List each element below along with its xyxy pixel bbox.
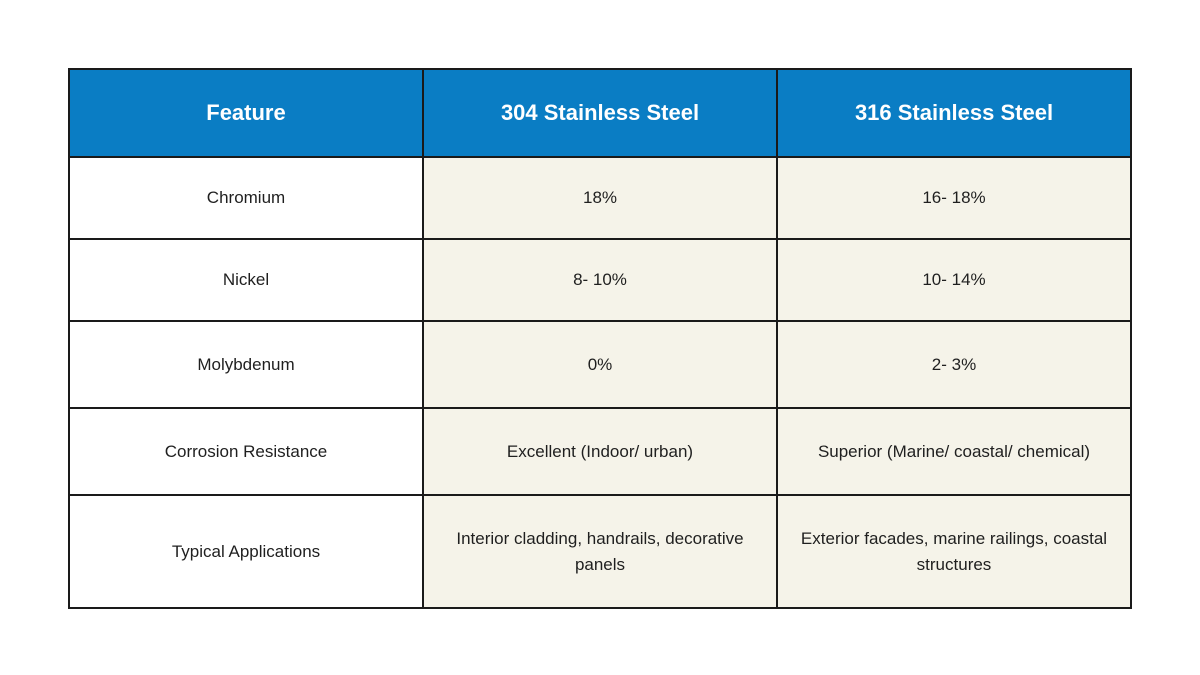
comparison-table: Feature 304 Stainless Steel 316 Stainles… [68,68,1132,609]
feature-cell: Nickel [68,238,424,322]
table-row: Corrosion Resistance Excellent (Indoor/ … [68,407,1132,496]
value-cell-304: Interior cladding, handrails, decorative… [422,494,778,609]
feature-cell: Corrosion Resistance [68,407,424,496]
table-header-row: Feature 304 Stainless Steel 316 Stainles… [68,68,1132,158]
value-cell-304: 0% [422,320,778,409]
value-cell-304: Excellent (Indoor/ urban) [422,407,778,496]
value-cell-316: Superior (Marine/ coastal/ chemical) [776,407,1132,496]
table-row: Molybdenum 0% 2- 3% [68,320,1132,409]
feature-cell: Typical Applications [68,494,424,609]
feature-cell: Molybdenum [68,320,424,409]
value-cell-316: 2- 3% [776,320,1132,409]
header-feature: Feature [68,68,424,158]
value-cell-316: 16- 18% [776,156,1132,240]
value-cell-316: 10- 14% [776,238,1132,322]
feature-cell: Chromium [68,156,424,240]
header-304-stainless-steel: 304 Stainless Steel [422,68,778,158]
header-316-stainless-steel: 316 Stainless Steel [776,68,1132,158]
table-row: Chromium 18% 16- 18% [68,156,1132,240]
value-cell-316: Exterior facades, marine railings, coast… [776,494,1132,609]
table-row: Typical Applications Interior cladding, … [68,494,1132,609]
table-row: Nickel 8- 10% 10- 14% [68,238,1132,322]
value-cell-304: 8- 10% [422,238,778,322]
value-cell-304: 18% [422,156,778,240]
